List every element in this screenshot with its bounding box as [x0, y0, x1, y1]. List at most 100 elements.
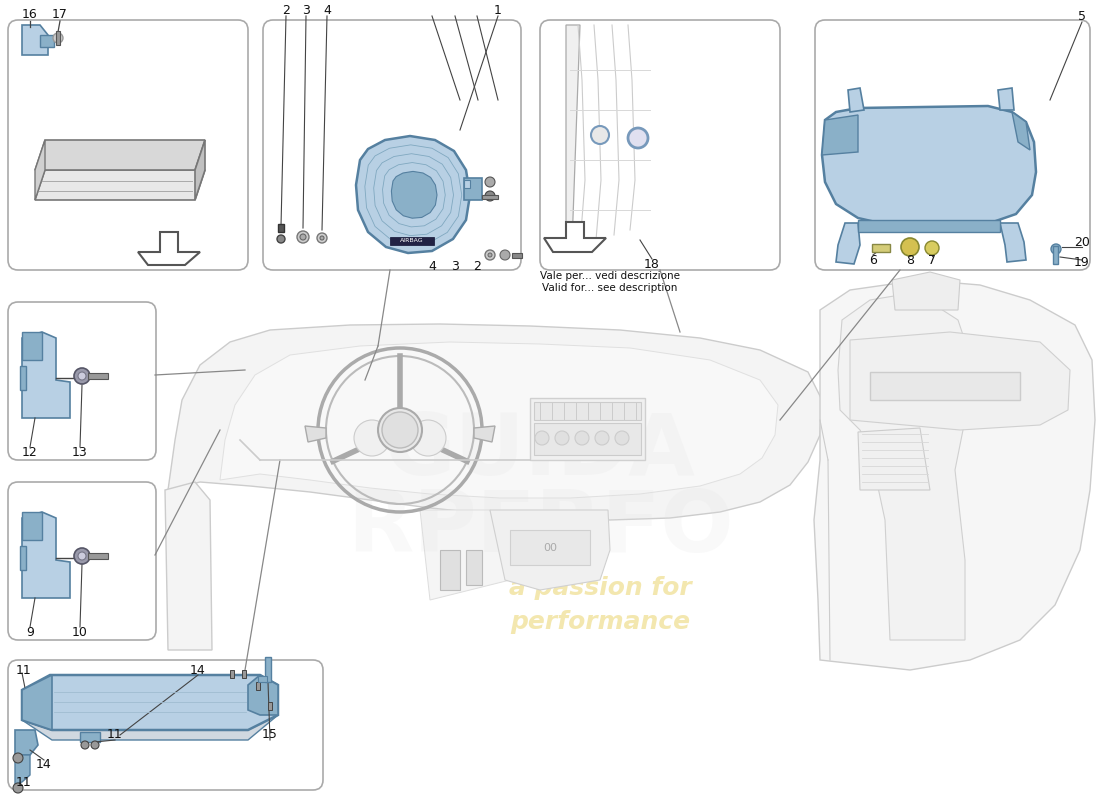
Bar — [534, 402, 641, 420]
Text: 18: 18 — [645, 258, 660, 270]
Text: 3: 3 — [451, 261, 459, 274]
Text: 00: 00 — [543, 543, 557, 553]
FancyBboxPatch shape — [8, 20, 248, 270]
Polygon shape — [22, 332, 70, 418]
Polygon shape — [566, 25, 580, 245]
Bar — [872, 244, 890, 252]
Text: 2: 2 — [282, 3, 290, 17]
Circle shape — [485, 177, 495, 187]
Text: 13: 13 — [73, 446, 88, 458]
Polygon shape — [474, 426, 495, 442]
Bar — [858, 220, 1000, 232]
Bar — [258, 676, 267, 682]
Bar — [390, 237, 435, 245]
Polygon shape — [80, 732, 100, 742]
Circle shape — [13, 753, 23, 763]
Text: 19: 19 — [1074, 255, 1090, 269]
Polygon shape — [22, 332, 42, 360]
Circle shape — [78, 372, 86, 380]
Circle shape — [382, 412, 418, 448]
Bar — [530, 398, 645, 460]
Polygon shape — [822, 115, 858, 155]
Bar — [870, 372, 1020, 400]
Bar — [512, 253, 522, 258]
Text: 8: 8 — [906, 254, 914, 266]
Bar — [230, 670, 234, 678]
Bar — [20, 366, 26, 390]
Text: 3: 3 — [302, 3, 310, 17]
Polygon shape — [374, 154, 453, 235]
Bar — [242, 670, 246, 678]
Polygon shape — [858, 428, 930, 490]
Polygon shape — [138, 232, 200, 265]
Circle shape — [277, 235, 285, 243]
Bar — [40, 35, 54, 47]
Circle shape — [535, 431, 549, 445]
FancyBboxPatch shape — [8, 482, 156, 640]
Text: AIRBAG: AIRBAG — [400, 238, 424, 243]
FancyBboxPatch shape — [8, 660, 323, 790]
Circle shape — [925, 241, 939, 255]
Text: 5: 5 — [1078, 10, 1086, 22]
Polygon shape — [383, 162, 446, 227]
Polygon shape — [22, 675, 278, 730]
Text: 11: 11 — [16, 663, 32, 677]
Polygon shape — [1000, 223, 1026, 262]
Polygon shape — [1012, 112, 1030, 150]
FancyBboxPatch shape — [540, 20, 780, 270]
Bar — [265, 657, 271, 682]
Circle shape — [410, 420, 446, 456]
Polygon shape — [22, 25, 48, 55]
Bar — [464, 178, 482, 200]
Polygon shape — [490, 510, 610, 590]
Text: 14: 14 — [36, 758, 52, 771]
Polygon shape — [392, 171, 437, 218]
Circle shape — [615, 431, 629, 445]
Polygon shape — [544, 222, 606, 252]
Bar — [256, 682, 260, 690]
Circle shape — [556, 431, 569, 445]
Polygon shape — [365, 145, 462, 244]
Circle shape — [595, 431, 609, 445]
Polygon shape — [356, 136, 470, 253]
Circle shape — [78, 552, 86, 560]
Text: 10: 10 — [73, 626, 88, 638]
Polygon shape — [22, 512, 70, 598]
Text: 12: 12 — [22, 446, 37, 458]
Text: 15: 15 — [262, 729, 278, 742]
Polygon shape — [305, 426, 326, 442]
Circle shape — [317, 233, 327, 243]
Polygon shape — [22, 715, 278, 740]
Polygon shape — [420, 510, 510, 600]
Polygon shape — [168, 324, 822, 520]
Bar — [88, 373, 108, 379]
Circle shape — [500, 250, 510, 260]
Circle shape — [485, 250, 495, 260]
Polygon shape — [836, 223, 860, 264]
Circle shape — [297, 231, 309, 243]
Polygon shape — [814, 280, 1094, 670]
Circle shape — [91, 741, 99, 749]
Circle shape — [575, 431, 589, 445]
Text: 4: 4 — [428, 261, 436, 274]
Text: 14: 14 — [190, 663, 206, 677]
Polygon shape — [35, 140, 45, 200]
Bar — [464, 180, 470, 188]
Text: 16: 16 — [22, 9, 37, 22]
Text: a passion for
performance: a passion for performance — [508, 576, 692, 634]
Circle shape — [485, 191, 495, 201]
Polygon shape — [35, 140, 205, 170]
Text: 9: 9 — [26, 626, 34, 638]
Polygon shape — [848, 88, 864, 112]
Text: 17: 17 — [52, 9, 68, 22]
FancyBboxPatch shape — [263, 20, 521, 270]
Text: 4: 4 — [323, 3, 331, 17]
Circle shape — [13, 783, 23, 793]
Polygon shape — [22, 512, 42, 540]
Polygon shape — [15, 730, 39, 755]
Circle shape — [378, 408, 422, 452]
Circle shape — [74, 548, 90, 564]
Polygon shape — [838, 295, 968, 640]
Bar — [466, 550, 482, 585]
FancyBboxPatch shape — [8, 302, 156, 460]
